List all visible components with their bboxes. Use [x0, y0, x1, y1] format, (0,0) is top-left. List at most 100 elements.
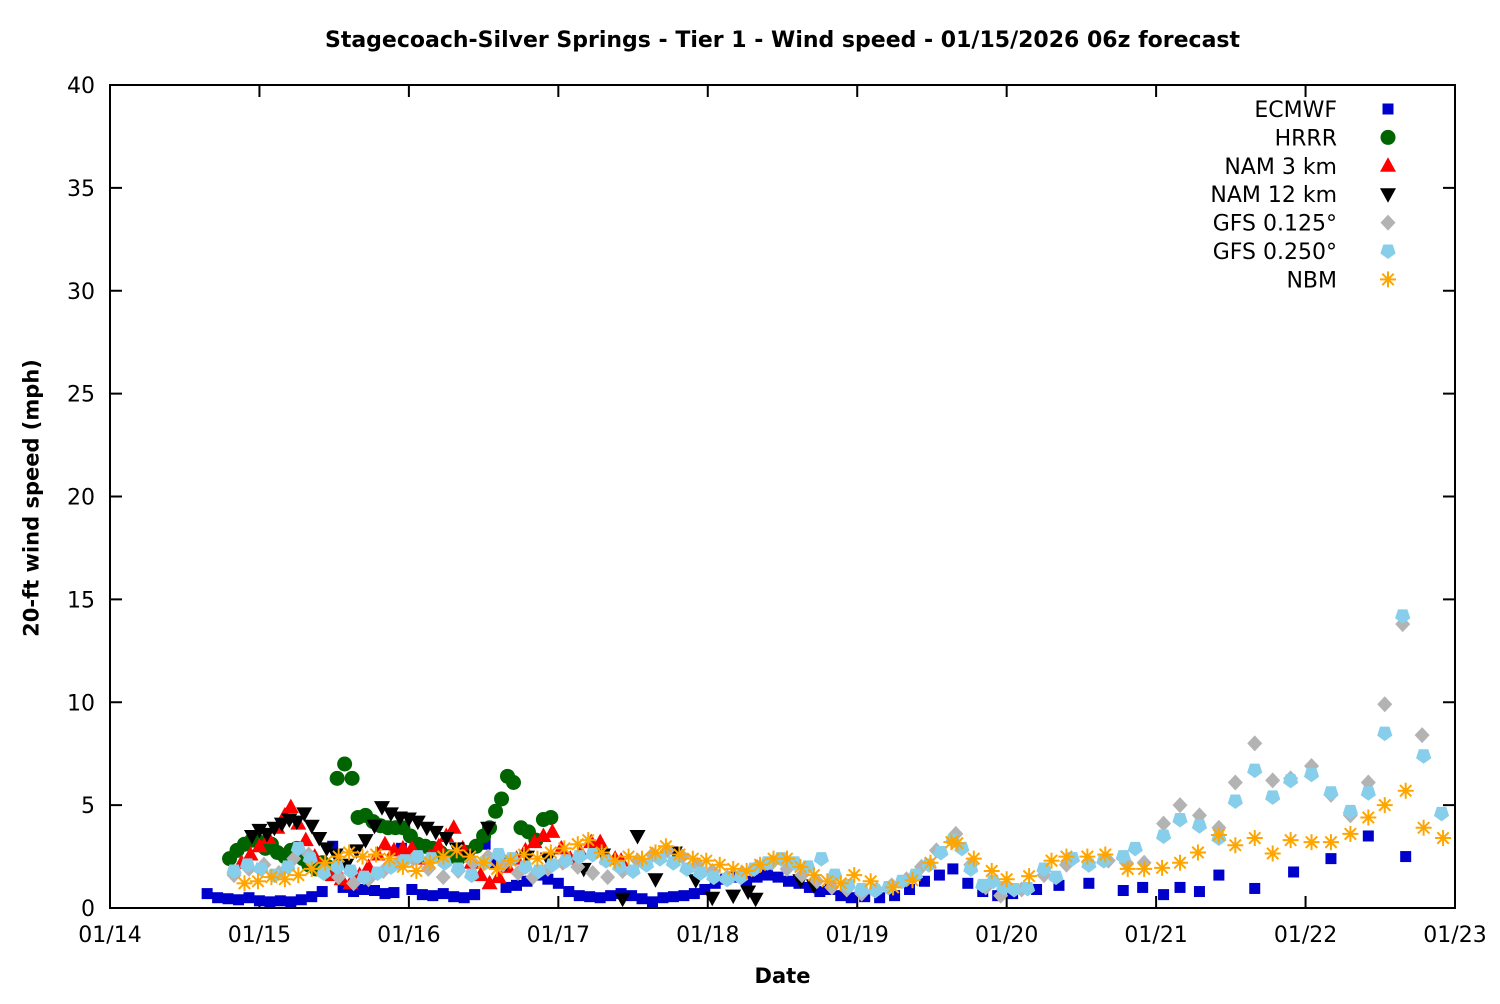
- point-nbm: [542, 844, 559, 861]
- point-ecmwf: [874, 892, 886, 904]
- x-tick-label: 01/23: [1423, 923, 1486, 948]
- point-nbm: [711, 856, 728, 873]
- point-ecmwf: [962, 877, 974, 889]
- x-tick-label: 01/22: [1274, 923, 1337, 948]
- legend-item-ecmwf: ECMWF: [1254, 98, 1394, 123]
- point-hrrr: [494, 791, 510, 807]
- point-ecmwf: [845, 892, 857, 904]
- point-nbm: [1136, 860, 1153, 877]
- point-nbm: [765, 850, 782, 867]
- point-nbm: [593, 844, 610, 861]
- triangle-up-legend-marker-icon: [1380, 157, 1396, 172]
- point-ecmwf: [803, 881, 815, 893]
- point-nbm: [983, 862, 1000, 879]
- point-ecmwf: [751, 871, 763, 883]
- legend-label: GFS 0.125°: [1213, 212, 1337, 237]
- point-ecmwf: [563, 886, 575, 898]
- point-nam-3-km: [282, 798, 299, 814]
- point-ecmwf: [416, 889, 428, 901]
- point-nam-3-km: [251, 837, 268, 853]
- point-nam-12-km: [311, 832, 328, 847]
- point-nam-3-km: [242, 846, 259, 861]
- point-gfs-0-250: [369, 866, 386, 882]
- x-axis-label: Date: [754, 964, 811, 988]
- point-nbm: [556, 840, 573, 857]
- point-nam-3-km: [592, 833, 609, 849]
- point-gfs-0-250: [1377, 726, 1393, 742]
- x-tick-label: 01/16: [377, 923, 440, 948]
- point-gfs-0-250: [531, 864, 547, 879]
- y-axis-label: 20-ft wind speed (mph): [19, 359, 44, 637]
- point-nam-3-km: [544, 823, 561, 838]
- point-ecmwf: [1325, 853, 1337, 865]
- point-hrrr: [337, 756, 353, 772]
- point-ecmwf: [1031, 883, 1043, 895]
- square-legend-marker-icon: [1382, 103, 1394, 115]
- point-nbm: [529, 850, 546, 867]
- point-nbm: [435, 848, 452, 865]
- point-nam-12-km: [251, 823, 268, 839]
- point-nbm: [1189, 844, 1206, 861]
- point-gfs-0-250: [1283, 773, 1299, 789]
- point-nbm: [832, 875, 849, 892]
- point-nbm: [381, 850, 398, 867]
- data-points: [201, 609, 1452, 908]
- point-gfs-0-250: [1036, 862, 1052, 877]
- plot-border: [109, 84, 1456, 909]
- point-nbm: [1303, 834, 1320, 851]
- point-ecmwf: [741, 875, 753, 887]
- point-nbm: [634, 850, 651, 867]
- point-ecmwf: [243, 892, 255, 904]
- point-nbm: [1342, 825, 1359, 842]
- point-ecmwf: [1137, 881, 1149, 893]
- x-tick-label: 01/20: [975, 923, 1038, 948]
- point-nbm: [1246, 830, 1263, 847]
- point-gfs-0-250: [665, 856, 682, 871]
- point-nam-12-km: [296, 807, 313, 822]
- chart-title: Stagecoach-Silver Springs - Tier 1 - Win…: [324, 28, 1241, 53]
- point-gfs-0-250: [290, 841, 306, 857]
- point-gfs-0-125: [600, 869, 616, 886]
- point-nam-12-km: [366, 819, 383, 835]
- point-nbm: [515, 846, 532, 863]
- point-nbm: [1119, 860, 1136, 877]
- legend-label: NAM 12 km: [1210, 183, 1337, 208]
- y-tick-label: 40: [67, 74, 95, 99]
- point-gfs-0-250: [517, 860, 534, 875]
- point-ecmwf: [542, 873, 554, 885]
- point-gfs-0-250: [692, 866, 708, 882]
- point-nbm: [502, 852, 519, 869]
- point-ecmwf: [1053, 879, 1065, 891]
- y-tick-label: 0: [81, 897, 95, 922]
- point-ecmwf: [327, 840, 339, 852]
- point-ecmwf: [835, 890, 847, 902]
- point-nam-12-km: [418, 821, 435, 837]
- point-ecmwf: [594, 892, 606, 904]
- point-ecmwf: [201, 888, 213, 900]
- point-ecmwf: [358, 883, 370, 895]
- series-nbm: [236, 782, 1452, 896]
- legend-item-nbm: NBM: [1286, 268, 1396, 293]
- point-nam-3-km: [526, 833, 543, 849]
- legend-label: HRRR: [1275, 126, 1337, 151]
- point-nbm: [904, 872, 921, 889]
- point-nam-3-km: [376, 835, 393, 851]
- point-ecmwf: [264, 896, 276, 908]
- x-tick-label: 01/19: [826, 923, 889, 948]
- point-ecmwf: [500, 881, 512, 893]
- legend-item-nam-3-km: NAM 3 km: [1224, 155, 1396, 180]
- point-nam-12-km: [357, 834, 374, 849]
- point-ecmwf: [369, 885, 381, 897]
- point-nbm: [368, 846, 385, 863]
- point-nbm: [1227, 837, 1244, 854]
- point-nbm: [885, 879, 902, 896]
- point-ecmwf: [552, 877, 564, 889]
- point-gfs-0-250: [1395, 609, 1411, 624]
- point-gfs-0-125: [1247, 735, 1263, 752]
- point-nbm: [998, 871, 1015, 888]
- point-gfs-0-250: [1172, 813, 1188, 828]
- point-gfs-0-125: [1227, 774, 1243, 791]
- legend-label: GFS 0.250°: [1213, 240, 1337, 265]
- point-nbm: [1376, 797, 1393, 814]
- point-ecmwf: [904, 883, 916, 895]
